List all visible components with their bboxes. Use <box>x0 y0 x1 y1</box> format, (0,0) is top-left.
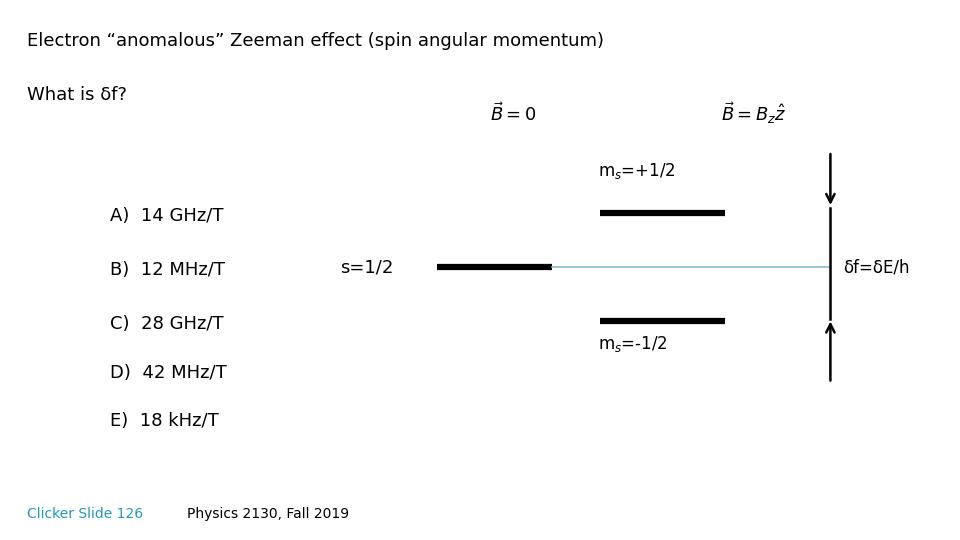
Text: E)  18 kHz/T: E) 18 kHz/T <box>110 412 219 430</box>
Text: Clicker Slide 126: Clicker Slide 126 <box>27 507 143 521</box>
Text: s=1/2: s=1/2 <box>340 258 394 276</box>
Text: Electron “anomalous” Zeeman effect (spin angular momentum): Electron “anomalous” Zeeman effect (spin… <box>27 32 604 50</box>
Text: Physics 2130, Fall 2019: Physics 2130, Fall 2019 <box>187 507 349 521</box>
Text: $\vec{B} = B_z\hat{z}$: $\vec{B} = B_z\hat{z}$ <box>721 100 786 126</box>
Text: C)  28 GHz/T: C) 28 GHz/T <box>110 315 224 333</box>
Text: δf=δE/h: δf=δE/h <box>843 258 909 276</box>
Text: What is δf?: What is δf? <box>27 86 127 104</box>
Text: B)  12 MHz/T: B) 12 MHz/T <box>110 261 226 279</box>
Text: m$_s$=+1/2: m$_s$=+1/2 <box>598 161 676 181</box>
Text: A)  14 GHz/T: A) 14 GHz/T <box>110 207 224 225</box>
Text: m$_s$=-1/2: m$_s$=-1/2 <box>598 334 667 354</box>
Text: D)  42 MHz/T: D) 42 MHz/T <box>110 363 228 382</box>
Text: $\vec{B} = 0$: $\vec{B} = 0$ <box>491 102 537 125</box>
